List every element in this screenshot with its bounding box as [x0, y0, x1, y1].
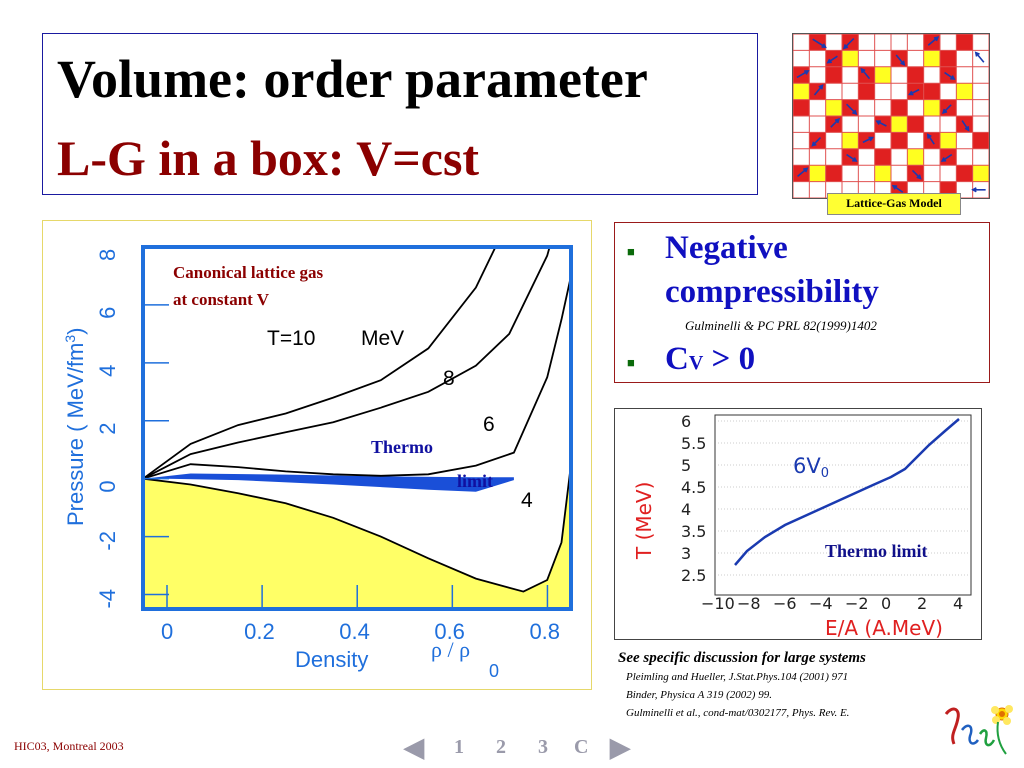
tplot-x-tick: 4 [953, 594, 963, 613]
reference-2: Binder, Physica A 319 (2002) 99. [626, 689, 772, 701]
mev-label: MeV [361, 327, 404, 350]
tplot-y-tick: 3.5 [681, 522, 706, 541]
tplot-x-tick: −2 [845, 594, 869, 613]
prev-arrow-icon[interactable]: ◀ [404, 733, 424, 762]
y-tick-label: 6 [95, 307, 120, 319]
tplot-y-tick: 3 [681, 544, 691, 563]
title-sub: L-G in a box: V=cst [57, 130, 480, 186]
tplot-y-tick: 4 [681, 500, 691, 519]
curve-8 [143, 247, 551, 480]
y-tick-label: 0 [95, 480, 120, 492]
tplot-x-tick: −8 [737, 594, 761, 613]
x-axis-label: Density [295, 647, 368, 672]
tplot-x-tick: 0 [881, 594, 891, 613]
nav-page-3[interactable]: 3 [538, 736, 548, 758]
curve-T=10 [143, 247, 497, 480]
y-axis-label: Pressure ( MeV/fm3) [62, 328, 88, 527]
x-tick-label: 0.8 [529, 619, 560, 644]
logo-icon [940, 700, 1020, 760]
rho-ratio-label: ρ / ρ [431, 637, 470, 662]
y-tick-label: -2 [95, 531, 120, 551]
tplot-x-tick: −4 [809, 594, 833, 613]
tplot-annotation: Thermo limit [825, 541, 927, 561]
discussion-note: See specific discussion for large system… [618, 650, 866, 666]
thermo-limit-band [143, 473, 514, 492]
tplot-x-label: E/A (A.MeV) [825, 616, 943, 639]
nav-contents[interactable]: C [574, 736, 589, 758]
caloric-curve-line [734, 418, 960, 566]
bullet-marker-2: ■ [627, 355, 635, 370]
curve-6-label: 6 [483, 413, 495, 436]
curve-4-label: 4 [521, 489, 533, 512]
curve-6 [143, 275, 571, 480]
thermo-label: Thermo [371, 437, 433, 457]
x-tick-label: 0.2 [244, 619, 275, 644]
tplot-y-tick: 5.5 [681, 434, 706, 453]
lattice-gas-caption: Lattice-Gas Model [827, 193, 961, 215]
limit-label: limit [457, 471, 493, 491]
y-tick-label: 2 [95, 423, 120, 435]
x-tick-label: 0 [161, 619, 173, 644]
x-tick-label: 0.6 [434, 619, 465, 644]
tplot-y-tick: 2.5 [681, 566, 706, 585]
tplot-x-tick: 2 [917, 594, 927, 613]
tplot-x-tick: −6 [773, 594, 797, 613]
reference-3: Gulminelli et al., cond-mat/0302177, Phy… [626, 707, 850, 719]
bullet-marker-1: ■ [627, 244, 635, 259]
bullet-2-text: CV > 0 [665, 341, 756, 377]
nav-page-1[interactable]: 1 [454, 736, 464, 758]
tplot-y-tick: 6 [681, 412, 691, 431]
y-tick-label: -4 [95, 589, 120, 609]
pressure-chart-panel: -4 -2 0 2 4 6 8 0 0.2 0.4 0.6 0.8 Canonical lattice… [42, 220, 592, 690]
tplot-series-label: 6V0 [793, 454, 829, 481]
curve-8-label: 8 [443, 367, 455, 390]
footer-text: HIC03, Montreal 2003 [14, 739, 124, 753]
title-main: Volume: order parameter [57, 49, 648, 109]
bullet-1-line2: compressibility [665, 274, 879, 310]
reference-1: Pleimling and Hueller, J.Stat.Phys.104 (… [626, 671, 849, 683]
chart-title-line2: at constant V [173, 290, 270, 309]
temperature-plot: 6 5.5 5 4.5 4 3.5 3 2.5 −10 −8 −6 −4 −2 0 2 4 T (MeV) … [614, 408, 982, 640]
title-box: Volume: order parameter L-G in a box: V=… [42, 33, 758, 195]
bullet-1-reference: Gulminelli & PC PRL 82(1999)1402 [685, 318, 877, 333]
bullet-1-line1: Negative [665, 230, 788, 266]
next-arrow-icon[interactable]: ▶ [610, 733, 630, 762]
tplot-y-tick: 5 [681, 456, 691, 475]
coexistence-fill [143, 247, 571, 609]
lattice-gas-image [792, 33, 990, 199]
curve-4 [143, 464, 571, 593]
caloric-curve: 65.554.543.532.5 −10 −8 −6 −4 −2 0 2 4 T (MeV) … [632, 412, 972, 640]
plot-frame [141, 245, 573, 611]
y-tick-label: 8 [95, 249, 120, 261]
lattice-grid [792, 33, 990, 199]
rho-zero-sub: 0 [489, 661, 499, 681]
tplot-y-label: T (MeV) [632, 482, 656, 560]
bullet-box: ■ Negative compressibility Gulminelli & … [614, 222, 990, 383]
nav-page-2[interactable]: 2 [496, 736, 506, 758]
pressure-chart: -4 -2 0 2 4 6 8 0 0.2 0.4 0.6 0.8 Canonical lattice… [62, 245, 573, 681]
x-tick-label: 0.4 [339, 619, 370, 644]
t10-label: T=10 [267, 327, 315, 350]
tplot-x-tick: −10 [701, 594, 735, 613]
chart-title-line1: Canonical lattice gas [173, 263, 324, 282]
y-tick-label: 4 [95, 365, 120, 377]
tplot-y-tick: 4.5 [681, 478, 706, 497]
